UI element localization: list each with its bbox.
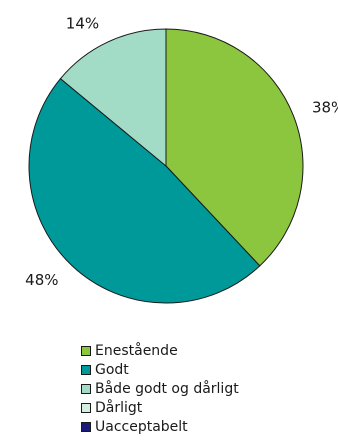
legend-label: Dårligt: [95, 399, 143, 416]
legend-swatch: [81, 402, 91, 413]
legend-label: Både godt og dårligt: [95, 380, 239, 397]
legend-label: Godt: [95, 361, 129, 378]
pie-slice-2: [28, 77, 261, 304]
legend-swatch: [81, 364, 91, 375]
legend-label: Enestående: [95, 342, 178, 359]
pie-slice-1: [165, 28, 304, 267]
legend-item-3: Både godt og dårligt: [81, 379, 239, 398]
slice-label-1: 38%: [312, 99, 338, 117]
legend-swatch: [81, 421, 91, 432]
slice-label-2: 48%: [25, 271, 58, 289]
legend-item-4: Dårligt: [81, 398, 239, 417]
legend-item-2: Godt: [81, 360, 239, 379]
legend-item-1: Enestående: [81, 341, 239, 360]
pie-slice-3: [59, 28, 167, 168]
legend-label: Uacceptabelt: [95, 418, 188, 435]
legend-swatch: [81, 345, 91, 356]
legend-swatch: [81, 383, 91, 394]
legend: Enestående Godt Både godt og dårligt Dårlig…: [81, 341, 239, 436]
legend-item-5: Uacceptabelt: [81, 417, 239, 436]
slice-label-3: 14%: [66, 14, 99, 32]
